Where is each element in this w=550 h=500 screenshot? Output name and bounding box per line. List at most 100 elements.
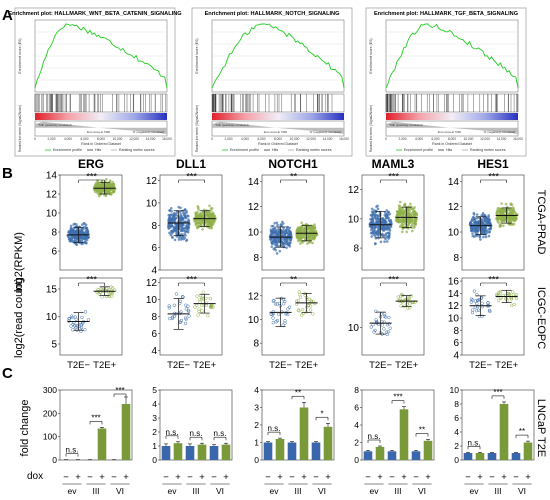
scatter-axes xyxy=(361,277,425,356)
ytick-label: 5 xyxy=(152,385,157,395)
cell-line-label: LNCaP T2E xyxy=(535,399,547,457)
legend-label: Hits xyxy=(272,148,278,152)
ytick-label: 8 xyxy=(151,221,157,232)
dox-state: − xyxy=(413,472,419,483)
panel-b-ylabel-bottom: log2(read count) xyxy=(13,278,25,358)
data-point-pos xyxy=(408,221,412,225)
data-point-pos xyxy=(93,185,97,188)
data-point-neg xyxy=(473,299,478,303)
bar-dox-minus xyxy=(387,451,397,461)
data-point-pos xyxy=(209,305,214,309)
zero-cross-label: Zero cross at 7990 xyxy=(87,130,111,134)
scatter-plot-bottom-maml3: 10 T2E− T2E+ *** xyxy=(348,275,425,371)
data-point-pos xyxy=(208,204,211,208)
gsea-xtick: 4,000 xyxy=(241,137,249,141)
ytick-label: 12 xyxy=(248,291,260,302)
data-point-neg xyxy=(184,307,188,311)
data-point-neg xyxy=(273,302,278,306)
bar-axes xyxy=(461,389,535,461)
data-point-neg xyxy=(369,213,373,217)
data-point-neg xyxy=(487,214,491,217)
panel-a-gsea-plots: Enrichment plot: HALLMARK_WNT_BETA_CATEN… xyxy=(8,7,527,157)
ranking-metric-area xyxy=(212,121,344,134)
ytick-label: 10 xyxy=(248,315,260,326)
significance-label: *** xyxy=(86,172,97,182)
dox-state: + xyxy=(99,472,105,483)
data-point-neg xyxy=(275,318,280,323)
data-point-pos xyxy=(401,214,405,217)
ytick-label: 12 xyxy=(248,202,260,213)
dox-state: + xyxy=(525,472,531,483)
ytick-label: 0 xyxy=(354,455,359,465)
data-point-pos xyxy=(511,211,515,215)
data-point-pos xyxy=(95,188,98,192)
significance-label: * xyxy=(320,409,323,418)
data-point-pos xyxy=(500,202,503,205)
data-point-pos xyxy=(308,239,311,242)
data-point-neg xyxy=(484,235,488,239)
data-point-neg xyxy=(179,217,183,220)
data-point-pos xyxy=(309,299,313,303)
bar-axes xyxy=(159,389,233,461)
data-point-neg xyxy=(187,309,191,314)
data-point-pos xyxy=(109,188,113,192)
data-point-pos xyxy=(306,303,311,308)
data-point-pos xyxy=(401,207,405,211)
ranking-metric-area xyxy=(386,121,518,134)
data-point-neg xyxy=(85,226,89,230)
gsea-xtick: 2,000 xyxy=(225,137,233,141)
data-point-pos xyxy=(296,308,301,312)
data-point-neg xyxy=(281,242,285,246)
gsea-xtick: 14,000 xyxy=(497,137,507,141)
data-point-neg xyxy=(271,299,275,303)
legend-label: Ranking metric scores xyxy=(296,148,332,152)
data-point-pos xyxy=(211,215,214,219)
rank-ylabel: Ranked list metric (Signal2Noise) xyxy=(18,105,22,152)
data-point-neg xyxy=(182,214,186,217)
group-label-iii: III xyxy=(192,486,199,496)
dox-state: + xyxy=(501,472,507,483)
significance-label: *** xyxy=(388,172,399,182)
bar-dox-plus xyxy=(375,446,385,460)
hits-axes xyxy=(385,93,519,113)
ytick-label: 4 xyxy=(152,399,157,409)
data-point-pos xyxy=(405,302,409,306)
data-point-neg xyxy=(483,219,487,223)
data-point-pos xyxy=(301,240,305,243)
data-point-neg xyxy=(272,231,275,234)
data-point-pos xyxy=(509,202,513,206)
positive-label: 'T2E' (positively correlated) xyxy=(389,123,423,127)
data-point-neg xyxy=(172,303,177,307)
data-point-neg xyxy=(286,307,290,311)
data-point-neg xyxy=(286,243,290,247)
scatter-axes xyxy=(361,174,425,271)
zero-cross-label: Zero cross at 7990 xyxy=(438,130,462,134)
data-point-neg xyxy=(286,231,290,234)
data-point-pos xyxy=(209,209,213,212)
gsea-xtick: 0 xyxy=(34,137,36,141)
data-point-pos xyxy=(413,206,416,209)
data-point-neg xyxy=(180,229,184,232)
data-point-pos xyxy=(396,295,400,299)
group-label: T2E+ xyxy=(495,360,518,371)
data-point-pos xyxy=(511,206,515,210)
data-point-pos xyxy=(495,217,499,221)
data-point-neg xyxy=(80,223,84,227)
data-point-neg xyxy=(273,246,277,250)
group-label: T2E− xyxy=(369,360,392,371)
ytick-label: 6 xyxy=(151,243,157,254)
data-point-pos xyxy=(308,308,313,312)
gsea-xtick: 4,000 xyxy=(64,137,72,141)
ytick-label: 10 xyxy=(146,198,158,209)
data-point-neg xyxy=(377,234,380,238)
data-point-neg xyxy=(386,231,389,235)
ytick-label: 6 xyxy=(454,413,459,423)
legend-label: Enrichment profile xyxy=(230,148,259,152)
bar-dox-minus xyxy=(463,453,473,460)
data-point-neg xyxy=(469,300,473,304)
data-point-pos xyxy=(407,297,411,301)
data-point-neg xyxy=(383,225,387,229)
gsea-title: Enrichment plot: HALLMARK_NOTCH_SIGNALIN… xyxy=(205,11,340,17)
significance-label: *** xyxy=(493,388,502,397)
